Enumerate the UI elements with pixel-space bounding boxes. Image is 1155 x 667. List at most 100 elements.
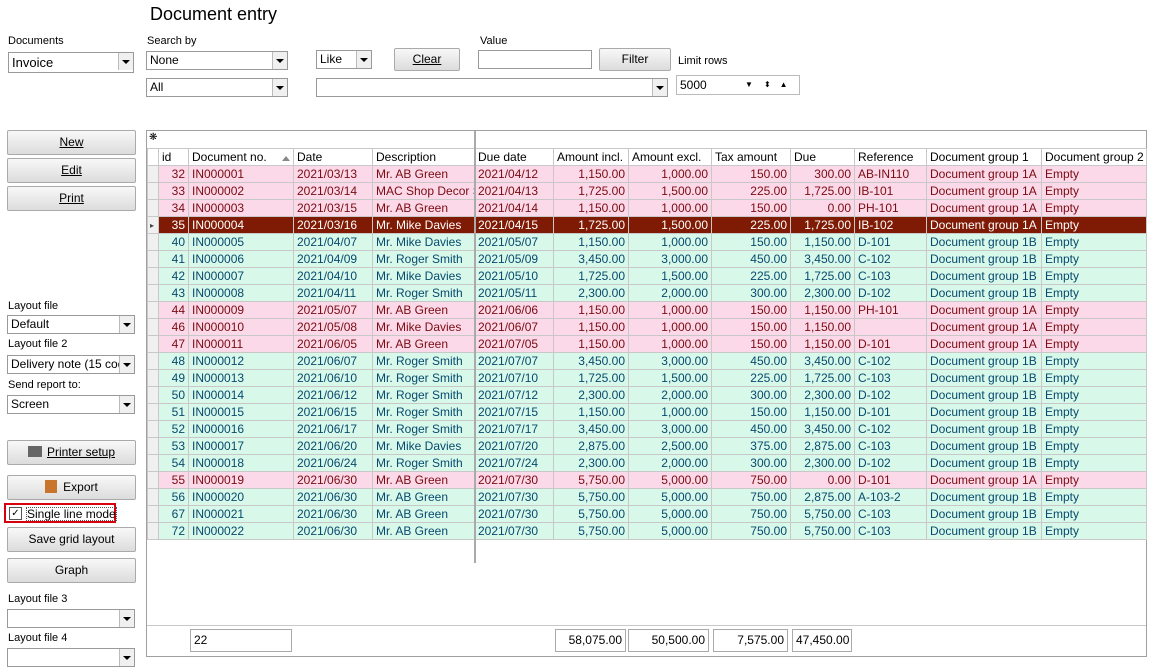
- cell: Empty: [1042, 489, 1147, 506]
- cell: 150.00: [712, 166, 791, 183]
- cell: IN000014: [189, 387, 294, 404]
- data-row[interactable]: 52IN0000162021/06/17Mr. Roger Smith2021/…: [148, 421, 1147, 438]
- column-header[interactable]: id: [159, 149, 189, 166]
- data-row[interactable]: 33IN0000022021/03/14MAC Shop Decor Sp202…: [148, 183, 1147, 200]
- single-line-mode-label[interactable]: Single line mode: [26, 507, 117, 521]
- data-row[interactable]: 56IN0000202021/06/30Mr. AB Green2021/07/…: [148, 489, 1147, 506]
- data-row[interactable]: 48IN0000122021/06/07Mr. Roger Smith2021/…: [148, 353, 1147, 370]
- save-grid-layout-button[interactable]: Save grid layout: [7, 527, 136, 552]
- data-row[interactable]: 46IN0000102021/05/08Mr. Mike Davies2021/…: [148, 319, 1147, 336]
- column-header[interactable]: Document group 2: [1042, 149, 1147, 166]
- cell: 2021/05/10: [475, 268, 554, 285]
- graph-button[interactable]: Graph: [7, 558, 136, 583]
- layout-file-2-combo[interactable]: Delivery note (15 code: [7, 355, 135, 374]
- column-header[interactable]: Date: [294, 149, 373, 166]
- clear-button[interactable]: Clear: [394, 48, 460, 71]
- cell: Mr. Roger Smith: [373, 387, 475, 404]
- column-header[interactable]: Description: [373, 149, 475, 166]
- cell: 1,000.00: [629, 166, 712, 183]
- cell: 2021/04/14: [475, 200, 554, 217]
- frozen-divider: [474, 148, 476, 563]
- cell: Empty: [1042, 523, 1147, 540]
- documents-combo[interactable]: Invoice: [8, 52, 134, 73]
- column-header[interactable]: Amount excl.: [629, 149, 712, 166]
- export-text: Export: [63, 480, 98, 494]
- data-row[interactable]: 50IN0000142021/06/12Mr. Roger Smith2021/…: [148, 387, 1147, 404]
- cell: 1,000.00: [629, 404, 712, 421]
- cell: 3,450.00: [554, 421, 629, 438]
- filter-button[interactable]: Filter: [599, 48, 671, 71]
- cell: Mr. Roger Smith: [373, 370, 475, 387]
- action-button-text: New: [59, 135, 83, 149]
- data-row[interactable]: 67IN0000212021/06/30Mr. AB Green2021/07/…: [148, 506, 1147, 523]
- cell: 5,750.00: [554, 523, 629, 540]
- action-button[interactable]: Edit: [7, 158, 136, 183]
- layout-file-combo[interactable]: Default: [7, 315, 135, 334]
- row-indicator: [148, 319, 159, 336]
- layout-file-4-combo[interactable]: [7, 648, 135, 667]
- cell: Document group 1A: [927, 166, 1042, 183]
- cell: 1,000.00: [629, 319, 712, 336]
- column-header[interactable]: Document group 1: [927, 149, 1042, 166]
- total-due: 47,450.00: [792, 629, 852, 652]
- cell: 72: [159, 523, 189, 540]
- export-button[interactable]: Export: [7, 475, 136, 500]
- column-header[interactable]: Document no.: [189, 149, 294, 166]
- search-scope-combo[interactable]: All: [146, 78, 288, 97]
- data-row[interactable]: 49IN0000132021/06/10Mr. Roger Smith2021/…: [148, 370, 1147, 387]
- cell: 750.00: [712, 489, 791, 506]
- cell: C-103: [855, 506, 927, 523]
- cell: 2021/06/30: [294, 506, 373, 523]
- data-row[interactable]: 55IN0000192021/06/30Mr. AB Green2021/07/…: [148, 472, 1147, 489]
- cell: Document group 1A: [927, 217, 1042, 234]
- cell: 53: [159, 438, 189, 455]
- data-row[interactable]: 51IN0000152021/06/15Mr. Roger Smith2021/…: [148, 404, 1147, 421]
- data-row[interactable]: 53IN0000172021/06/20Mr. Mike Davies2021/…: [148, 438, 1147, 455]
- cell: 40: [159, 234, 189, 251]
- data-row[interactable]: ▸35IN0000042021/03/16Mr. Mike Davies2021…: [148, 217, 1147, 234]
- data-row[interactable]: 32IN0000012021/03/13Mr. AB Green2021/04/…: [148, 166, 1147, 183]
- cell: 1,150.00: [554, 200, 629, 217]
- data-row[interactable]: 54IN0000182021/06/24Mr. Roger Smith2021/…: [148, 455, 1147, 472]
- column-header[interactable]: Tax amount: [712, 149, 791, 166]
- action-button[interactable]: Print: [7, 186, 136, 211]
- layout-file-3-combo[interactable]: [7, 609, 135, 628]
- data-row[interactable]: 34IN0000032021/03/15Mr. AB Green2021/04/…: [148, 200, 1147, 217]
- send-report-combo[interactable]: Screen: [7, 395, 135, 414]
- cell: 1,725.00: [554, 183, 629, 200]
- row-indicator: [148, 268, 159, 285]
- cell: A-103-2: [855, 489, 927, 506]
- data-row[interactable]: 42IN0000072021/04/10Mr. Mike Davies2021/…: [148, 268, 1147, 285]
- column-header[interactable]: Due: [791, 149, 855, 166]
- cell: IN000005: [189, 234, 294, 251]
- data-row[interactable]: 41IN0000062021/04/09Mr. Roger Smith2021/…: [148, 251, 1147, 268]
- cell: 150.00: [712, 200, 791, 217]
- value-input[interactable]: [478, 50, 592, 69]
- data-row[interactable]: 44IN0000092021/05/07Mr. AB Green2021/06/…: [148, 302, 1147, 319]
- column-header[interactable]: Reference: [855, 149, 927, 166]
- limit-rows-spinner[interactable]: 5000▼ ⬍ ▲: [676, 75, 800, 95]
- cell: 46: [159, 319, 189, 336]
- search-field-combo[interactable]: None: [146, 51, 288, 70]
- data-row[interactable]: 47IN0000112021/06/05Mr. AB Green2021/07/…: [148, 336, 1147, 353]
- cell: Mr. Mike Davies: [373, 234, 475, 251]
- cell: Empty: [1042, 285, 1147, 302]
- cell: Empty: [1042, 370, 1147, 387]
- cell: 2021/03/15: [294, 200, 373, 217]
- column-header[interactable]: Amount incl.: [554, 149, 629, 166]
- value-combo[interactable]: [316, 78, 668, 97]
- data-row[interactable]: 40IN0000052021/04/07Mr. Mike Davies2021/…: [148, 234, 1147, 251]
- cell: Document group 1A: [927, 319, 1042, 336]
- data-row[interactable]: 43IN0000082021/04/11Mr. Roger Smith2021/…: [148, 285, 1147, 302]
- total-count: 22: [190, 629, 292, 652]
- row-indicator: [148, 472, 159, 489]
- cell: 2021/07/07: [475, 353, 554, 370]
- single-line-mode-checkbox[interactable]: ✓: [9, 507, 22, 520]
- column-header[interactable]: Due date: [475, 149, 554, 166]
- printer-setup-button[interactable]: Printer setup: [7, 440, 136, 465]
- data-row[interactable]: 72IN0000222021/06/30Mr. AB Green2021/07/…: [148, 523, 1147, 540]
- action-button[interactable]: New: [7, 130, 136, 155]
- operator-combo[interactable]: Like: [316, 50, 372, 69]
- cell: 5,000.00: [629, 523, 712, 540]
- cell: 2021/05/07: [294, 302, 373, 319]
